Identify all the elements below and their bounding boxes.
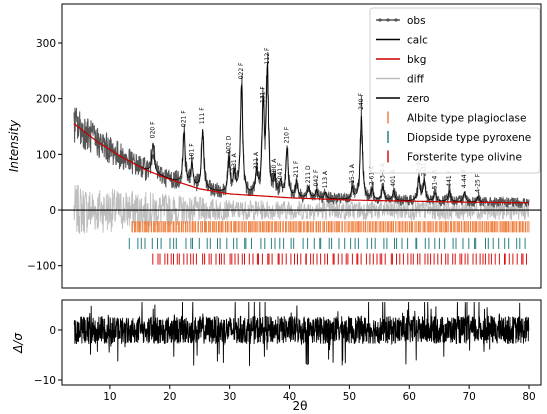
peak-label: 311 A — [253, 151, 260, 169]
peak-label: 042 F — [313, 169, 320, 186]
residual-axes-frame — [61, 299, 542, 386]
legend-marker — [378, 18, 382, 22]
residual-ylabel: Δ/σ — [11, 333, 25, 354]
peak-label: 131 A — [231, 152, 238, 170]
peak-label: 2-61 A — [369, 165, 376, 186]
legend-label: Forsterite type olivine — [407, 152, 522, 164]
x-tick-label: 20 — [163, 391, 176, 403]
y-tick-label: −100 — [27, 261, 56, 273]
x-tick-label: 60 — [403, 391, 416, 403]
x-tick-label: 50 — [343, 391, 356, 403]
phase-ticks-row — [128, 237, 526, 250]
phase-ticks-row — [131, 221, 530, 233]
residual-panel: −10 0 Δ/σ — [11, 299, 542, 387]
legend-entry: Diopside type pyroxene — [387, 131, 531, 144]
legend-label: zero — [407, 93, 429, 105]
peak-label: 131 F — [260, 86, 267, 103]
calc-trace — [73, 62, 529, 204]
peak-label: 211 D — [305, 165, 312, 183]
main-y-ticks: −100 0 100 200 300 — [27, 38, 62, 273]
x-tick-label: 80 — [522, 391, 535, 403]
peak-label: 111 F — [199, 107, 206, 124]
legend-entry: Albite type plagioclase — [387, 111, 526, 125]
peak-label: 210 F — [284, 126, 291, 143]
main-panel: −100 0 100 200 300 Intensity 020 F 021 F 101 F… — [7, 3, 542, 289]
main-axes-frame — [61, 3, 542, 289]
legend-marker — [394, 18, 398, 22]
legend-marker — [386, 18, 390, 22]
legend-label: Diopside type pyroxene — [407, 132, 531, 144]
peak-label: 4-25 F — [475, 173, 482, 193]
legend-label: obs — [407, 15, 426, 27]
legend-entry: obs — [376, 15, 426, 27]
legend-label: bkg — [407, 54, 426, 66]
peak-label: 240 F — [358, 93, 365, 110]
phase-ticks-row — [152, 253, 527, 265]
bkg-trace — [73, 123, 529, 204]
residual-plot-area — [73, 301, 530, 366]
legend-entry: zero — [376, 93, 429, 105]
peak-label: 401 A — [390, 168, 397, 186]
x-axis-label: 2θ — [293, 399, 308, 413]
peak-label: 020 F — [150, 121, 157, 138]
main-plot-area — [62, 51, 541, 265]
residual-y-ticks: −10 0 — [34, 325, 62, 387]
x-tick-label: 30 — [223, 391, 236, 403]
x-tick-label: 40 — [283, 391, 296, 403]
main-ylabel: Intensity — [7, 119, 21, 172]
legend-entry: calc — [376, 35, 428, 47]
peak-label: 200 A — [271, 158, 278, 176]
peak-label: 112 F — [264, 47, 271, 64]
x-ticks: 10 20 30 40 50 60 70 80 — [103, 385, 536, 403]
x-tick-label: 70 — [462, 391, 475, 403]
peak-label: 041 F — [277, 162, 284, 179]
peak-label: 021 F — [181, 110, 188, 127]
peak-label: 022 F — [238, 62, 245, 79]
legend-box — [369, 7, 541, 174]
y-tick-label: 300 — [36, 38, 56, 50]
y-tick-label: −10 — [34, 375, 56, 387]
y-tick-label: 0 — [49, 205, 56, 217]
peak-label: 4-44 F — [461, 169, 468, 189]
peak-label: 002 D — [226, 135, 233, 153]
y-tick-label: 200 — [36, 94, 56, 106]
legend-entry: Forsterite type olivine — [387, 150, 522, 164]
residual-trace — [73, 301, 530, 366]
peak-label: 441 F — [446, 169, 453, 186]
peak-label: 113 A — [322, 170, 329, 188]
x-tick-label: 10 — [103, 391, 116, 403]
legend-entry: bkg — [376, 54, 426, 66]
y-tick-label: 0 — [49, 325, 56, 337]
peak-label: 211 F — [293, 160, 300, 177]
y-tick-label: 100 — [36, 149, 56, 161]
peak-label: 101 F — [188, 143, 195, 160]
legend-label: Albite type plagioclase — [407, 113, 526, 125]
legend: obs calc bkg diff zero Albite type plagioclas… — [369, 7, 541, 174]
peak-label: 51-4 A — [432, 169, 439, 190]
legend-label: diff — [407, 74, 425, 86]
peak-label: 15-3 A — [349, 163, 356, 184]
legend-label: calc — [407, 35, 428, 47]
legend-entry: diff — [376, 74, 425, 86]
